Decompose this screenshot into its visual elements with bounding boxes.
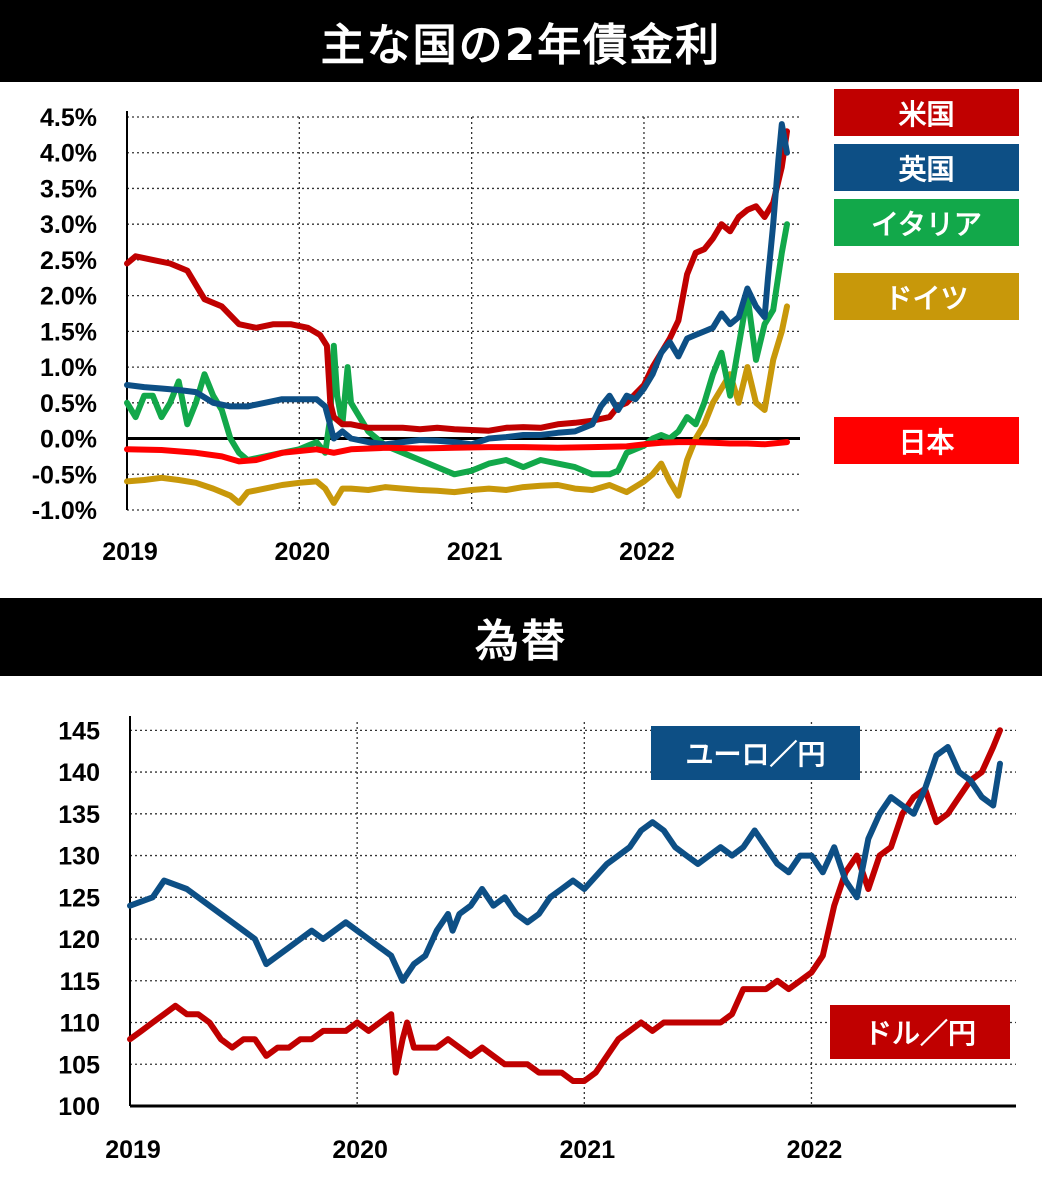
y-tick-label: 130 [58, 843, 100, 871]
legend-us: 米国 [834, 89, 1019, 136]
chart-title-fx: 為替 [0, 598, 1042, 676]
series-line-1 [127, 727, 1003, 1084]
y-tick-label: -0.5% [32, 461, 97, 489]
x-tick-label: 2022 [619, 538, 675, 566]
y-tick-label: 4.5% [40, 104, 97, 132]
y-tick-label: 145 [58, 717, 100, 745]
y-tick-label: 0.5% [40, 390, 97, 418]
x-tick-label: 2020 [332, 1136, 388, 1164]
y-tick-label: 1.0% [40, 354, 97, 382]
series-line-0 [124, 128, 790, 434]
y-tick-label: 110 [60, 1010, 100, 1038]
series-line-0 [127, 744, 1003, 984]
x-tick-label: 2019 [102, 538, 158, 566]
y-tick-label: 4.0% [40, 140, 97, 168]
y-tick-label: 2.5% [40, 247, 97, 275]
series-line-1 [124, 121, 790, 448]
x-tick-label: 2022 [787, 1136, 843, 1164]
legend-uk: 英国 [834, 144, 1019, 191]
y-tick-label: 115 [60, 968, 100, 996]
y-tick-label: -1.0% [32, 497, 97, 525]
y-tick-label: 105 [58, 1051, 100, 1079]
y-tick-label: 1.5% [40, 318, 97, 346]
legend-usd-jpy: ドル／円 [830, 1005, 1010, 1059]
y-tick-label: 100 [58, 1093, 100, 1121]
y-tick-label: 3.5% [40, 175, 97, 203]
legend-eur-jpy: ユーロ／円 [651, 726, 860, 780]
y-tick-label: 125 [58, 884, 100, 912]
y-tick-label: 140 [58, 759, 100, 787]
y-tick-label: 3.0% [40, 211, 97, 239]
legend-japan: 日本 [834, 417, 1019, 464]
chart-title-bond-yields: 主な国の2年債金利 [0, 0, 1042, 82]
series-line-3 [124, 303, 790, 506]
y-tick-label: 0.0% [40, 426, 97, 454]
legend-italy: イタリア [834, 199, 1019, 246]
x-tick-label: 2019 [105, 1136, 161, 1164]
x-tick-label: 2021 [559, 1136, 615, 1164]
y-tick-label: 120 [58, 926, 100, 954]
series-line-2 [124, 221, 790, 478]
y-tick-label: 135 [58, 801, 100, 829]
y-tick-label: 2.0% [40, 283, 97, 311]
x-tick-label: 2020 [275, 538, 331, 566]
series-line-4 [124, 439, 790, 465]
x-tick-label: 2021 [447, 538, 503, 566]
legend-germany: ドイツ [834, 273, 1019, 320]
bond-yield-chart: 4.5% 4.0% 3.5% 3.0% 2.5% 2.0% 1.5% 1.0% 0.5% 0.0%… [32, 104, 800, 566]
